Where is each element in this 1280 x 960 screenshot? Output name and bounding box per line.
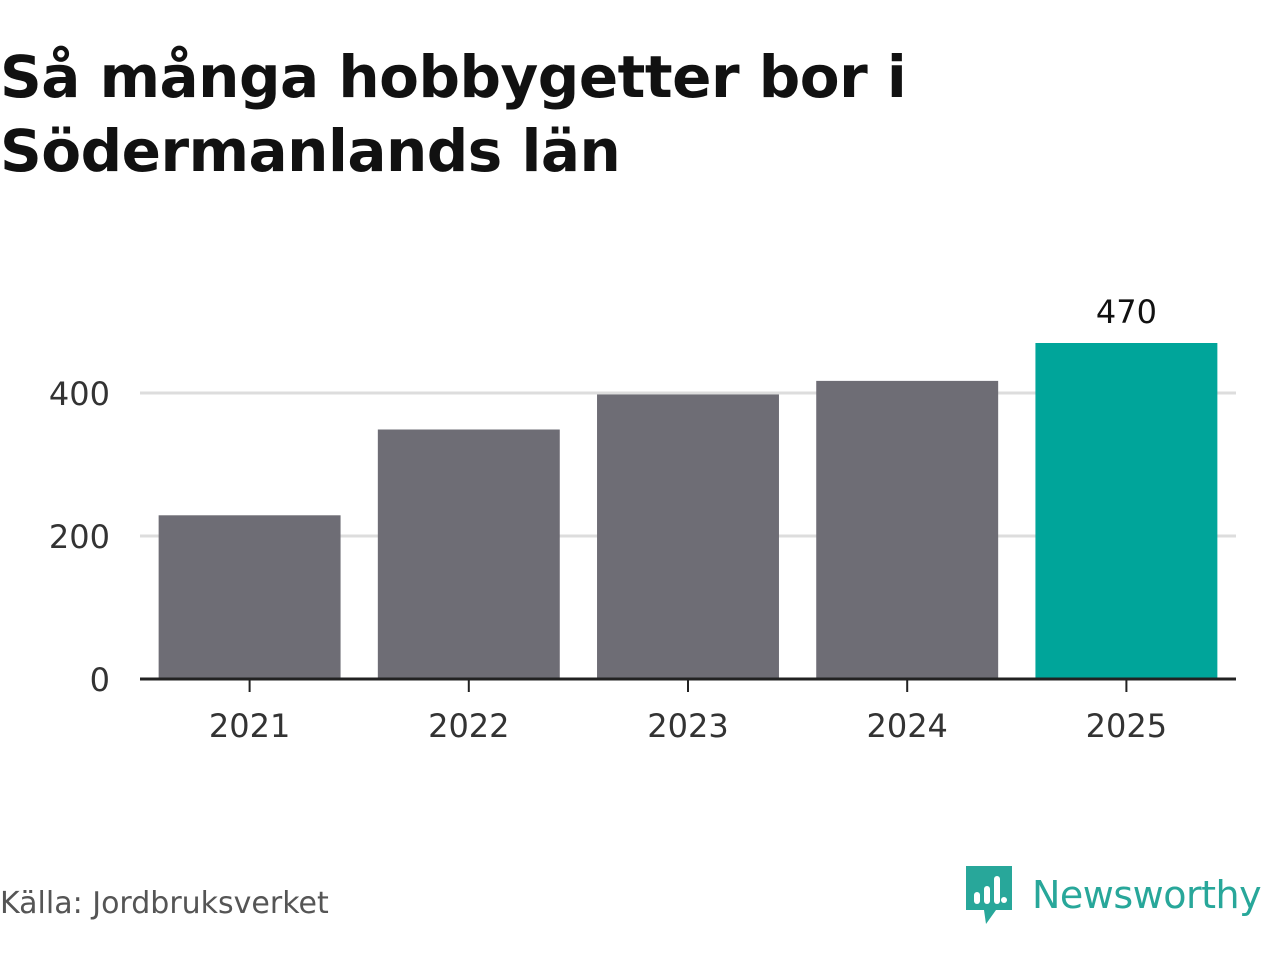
bar-2023 [597,394,779,679]
x-axis-ticks: 2021 2022 2023 2024 2025 [209,679,1167,745]
brand-name: Newsworthy [1032,873,1262,917]
y-tick-label: 0 [90,661,110,699]
data-labels: 470 [1096,293,1157,331]
x-tick-label: 2025 [1086,707,1167,745]
newsworthy-logo-icon [966,866,1012,924]
y-tick-label: 200 [49,518,110,556]
bars [158,343,1218,679]
chart-title: Så många hobbygetter bor i Södermanlands… [0,43,907,185]
y-tick-label: 400 [49,375,110,413]
x-tick-label: 2021 [209,707,290,745]
brand-logo: Newsworthy [962,862,1262,928]
x-tick-label: 2022 [428,707,509,745]
bar-2024 [816,380,999,679]
x-tick-label: 2024 [866,707,947,745]
source-note: Källa: Jordbruksverket [0,886,329,921]
data-label: 470 [1096,293,1157,331]
bar-2021 [158,515,341,679]
y-axis-ticks: 0 200 400 [49,375,110,699]
bar-2022 [377,429,560,679]
x-tick-label: 2023 [647,707,728,745]
bar-2025 [1035,343,1218,679]
bar-chart: 0 200 400 2021 2022 2023 2024 2025 470 [49,293,1236,745]
